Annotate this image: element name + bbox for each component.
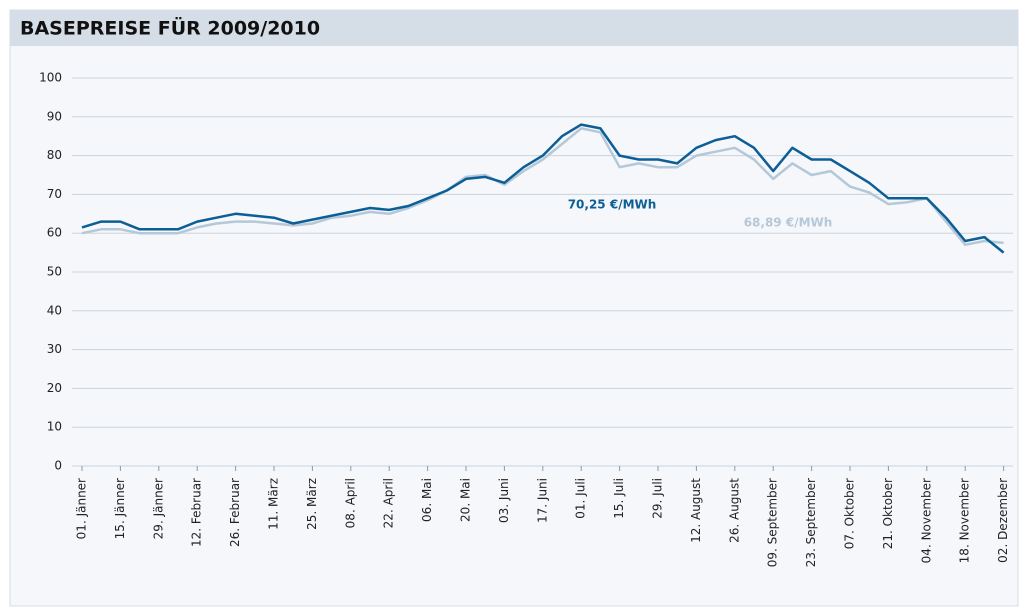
series-line xyxy=(81,123,1005,254)
chart-title: BASEPREISE FÜR 2009/2010 xyxy=(20,16,320,40)
panel xyxy=(9,9,1019,607)
x-tick-label: 23. September xyxy=(804,478,818,567)
x-tick-label: 29. Jänner xyxy=(151,478,165,539)
annotation: 70,25 €/MWh xyxy=(568,198,657,212)
y-tick-label: 100 xyxy=(39,71,62,85)
x-tick-label: 06. Mai xyxy=(420,478,434,522)
y-tick-label: 40 xyxy=(47,303,62,317)
x-tick-label: 08. April xyxy=(343,478,357,528)
y-tick-label: 30 xyxy=(47,342,62,356)
annotation: 68,89 €/MWh xyxy=(744,216,833,230)
x-tick-label: 03. Juni xyxy=(497,478,511,523)
y-tick-label: 10 xyxy=(47,420,62,434)
x-tick-label: 18. November xyxy=(958,478,972,563)
series-line xyxy=(81,127,1004,247)
x-tick-label: 04. November xyxy=(919,478,933,563)
y-tick-label: 90 xyxy=(47,109,62,123)
x-tick-label: 17. Juni xyxy=(535,478,549,523)
x-tick-label: 25. März xyxy=(305,478,319,530)
y-tick-label: 50 xyxy=(47,265,62,279)
y-tick-label: 60 xyxy=(47,226,62,240)
x-tick-label: 22. April xyxy=(382,478,396,528)
x-tick-label: 02. Dezember xyxy=(996,478,1010,563)
x-tick-label: 09. September xyxy=(766,478,780,567)
y-tick-label: 0 xyxy=(54,459,62,473)
x-tick-label: 29. Juli xyxy=(651,478,665,519)
x-tick-label: 26. Februar xyxy=(228,478,242,547)
x-tick-label: 20. Mai xyxy=(459,478,473,522)
x-tick-label: 15. Jänner xyxy=(113,478,127,539)
y-tick-label: 80 xyxy=(47,148,62,162)
x-tick-label: 07. Oktober xyxy=(843,478,857,549)
x-tick-label: 01. Juli xyxy=(574,478,588,519)
x-tick-label: 12. August xyxy=(689,478,703,543)
x-tick-label: 11. März xyxy=(267,478,281,530)
x-tick-label: 12. Februar xyxy=(190,478,204,547)
x-tick-label: 15. Juli xyxy=(612,478,626,519)
x-tick-label: 26. August xyxy=(727,478,741,543)
y-tick-label: 20 xyxy=(47,381,62,395)
y-tick-label: 70 xyxy=(47,187,62,201)
x-tick-label: 01. Jänner xyxy=(75,478,89,539)
x-tick-label: 21. Oktober xyxy=(881,478,895,549)
header-bar xyxy=(10,10,1018,46)
